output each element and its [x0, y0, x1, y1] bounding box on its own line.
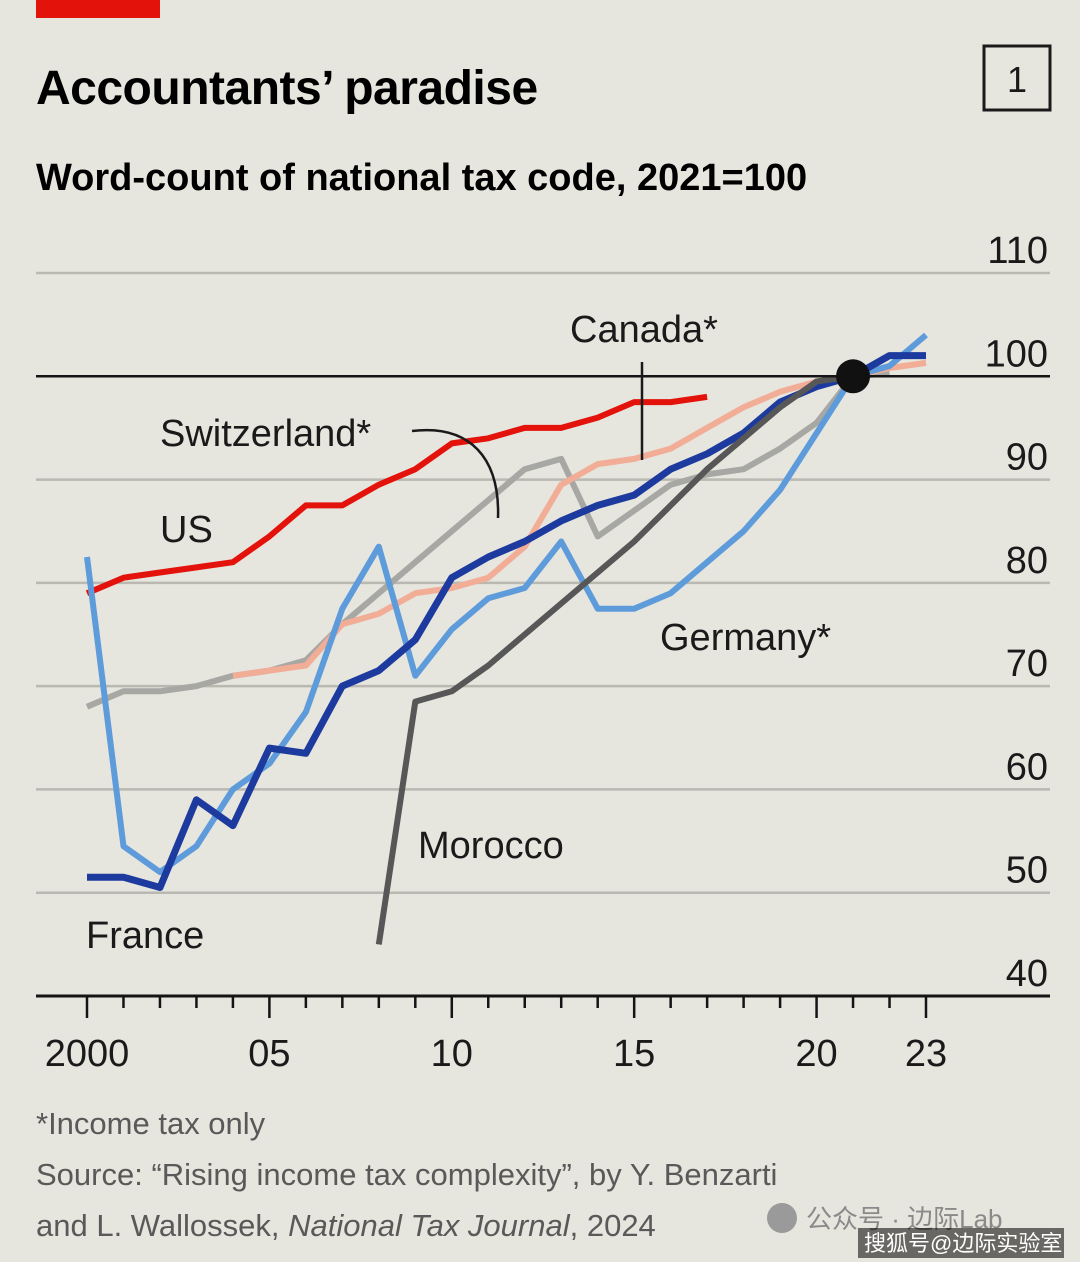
label-france: France [86, 915, 204, 957]
y-tick-label-110: 110 [987, 230, 1048, 272]
y-tick-label-90: 90 [1006, 437, 1048, 479]
y-axis-tick-labels: 40 50 60 70 80 90 100 110 [985, 230, 1048, 995]
x-tick-label-20: 20 [795, 1033, 837, 1075]
source-year: , 2024 [570, 1208, 656, 1243]
chart-subtitle: Word-count of national tax code, 2021=10… [36, 157, 807, 199]
y-tick-label-100: 100 [985, 333, 1048, 375]
chart-number: 1 [1007, 59, 1027, 100]
switzerland-annotation-arrow [411, 428, 500, 519]
x-tick-label-05: 05 [248, 1033, 290, 1075]
gridlines [36, 271, 1050, 894]
label-switzerland: Switzerland* [160, 413, 371, 455]
x-axis: 2000 05 10 15 20 23 [36, 994, 1050, 1075]
source-journal: National Tax Journal [288, 1208, 571, 1243]
watermark: 公众号 · 边际Lab 搜狐号@边际实验室 [767, 1203, 1064, 1258]
series-line-switzerland [85, 370, 890, 710]
source-line-1: Source: “Rising income tax complexity”, … [36, 1157, 777, 1192]
label-canada: Canada* [570, 309, 718, 351]
watermark-badge [858, 1228, 1064, 1258]
x-tick-label-15: 15 [613, 1033, 655, 1075]
source-authors: and L. Wallossek, [36, 1208, 288, 1243]
series-line-us [85, 393, 708, 596]
label-germany: Germany* [660, 617, 831, 659]
footnote: *Income tax only [36, 1106, 266, 1141]
chart-title: Accountants’ paradise [36, 62, 538, 115]
y-tick-label-50: 50 [1006, 850, 1048, 892]
chart-number-box [982, 44, 1052, 112]
reference-line-layer [36, 359, 1050, 394]
source-line-2: and L. Wallossek, National Tax Journal, … [36, 1208, 656, 1243]
watermark-text-2: 搜狐号@边际实验室 [864, 1231, 1062, 1256]
x-tick-label-2000: 2000 [45, 1033, 130, 1075]
series-line-germany [84, 332, 928, 876]
x-tick-label-10: 10 [431, 1033, 473, 1075]
accent-bar [36, 0, 160, 18]
y-tick-label-40: 40 [1006, 953, 1048, 995]
series-lines [84, 332, 928, 945]
wechat-icon [767, 1203, 797, 1233]
y-tick-label-70: 70 [1006, 643, 1048, 685]
label-morocco: Morocco [418, 825, 564, 867]
y-tick-label-80: 80 [1006, 540, 1048, 582]
series-line-morocco [375, 373, 854, 945]
y-tick-label-60: 60 [1006, 746, 1048, 788]
label-us: US [160, 509, 213, 551]
x-tick-label-23: 23 [905, 1033, 947, 1075]
base-year-marker [836, 359, 871, 394]
